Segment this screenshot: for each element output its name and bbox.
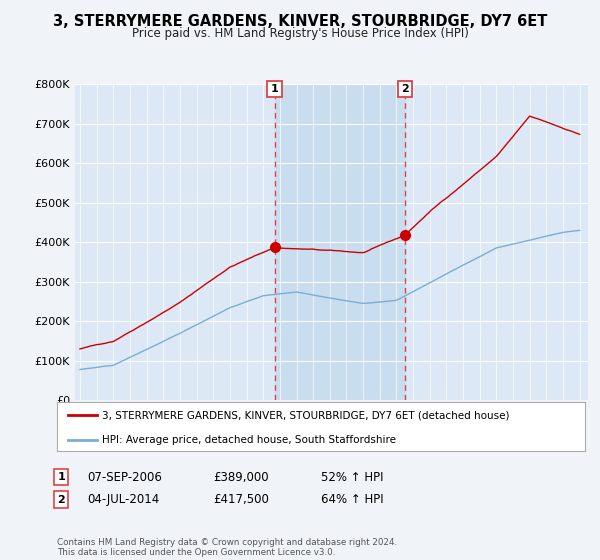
Text: 04-JUL-2014: 04-JUL-2014	[87, 493, 159, 506]
Text: 1: 1	[58, 472, 65, 482]
Bar	[275, 84, 405, 400]
Text: 2: 2	[58, 494, 65, 505]
Text: 2: 2	[401, 84, 409, 94]
Text: £417,500: £417,500	[213, 493, 269, 506]
Text: 1: 1	[271, 84, 278, 94]
Text: 3, STERRYMERE GARDENS, KINVER, STOURBRIDGE, DY7 6ET (detached house): 3, STERRYMERE GARDENS, KINVER, STOURBRID…	[102, 410, 509, 421]
Text: 3, STERRYMERE GARDENS, KINVER, STOURBRIDGE, DY7 6ET: 3, STERRYMERE GARDENS, KINVER, STOURBRID…	[53, 14, 547, 29]
Text: Contains HM Land Registry data © Crown copyright and database right 2024.
This d: Contains HM Land Registry data © Crown c…	[57, 538, 397, 557]
Text: HPI: Average price, detached house, South Staffordshire: HPI: Average price, detached house, Sout…	[102, 435, 396, 445]
Text: 52% ↑ HPI: 52% ↑ HPI	[321, 470, 383, 484]
Text: 64% ↑ HPI: 64% ↑ HPI	[321, 493, 383, 506]
Text: Price paid vs. HM Land Registry's House Price Index (HPI): Price paid vs. HM Land Registry's House …	[131, 27, 469, 40]
Text: £389,000: £389,000	[213, 470, 269, 484]
Text: 07-SEP-2006: 07-SEP-2006	[87, 470, 162, 484]
